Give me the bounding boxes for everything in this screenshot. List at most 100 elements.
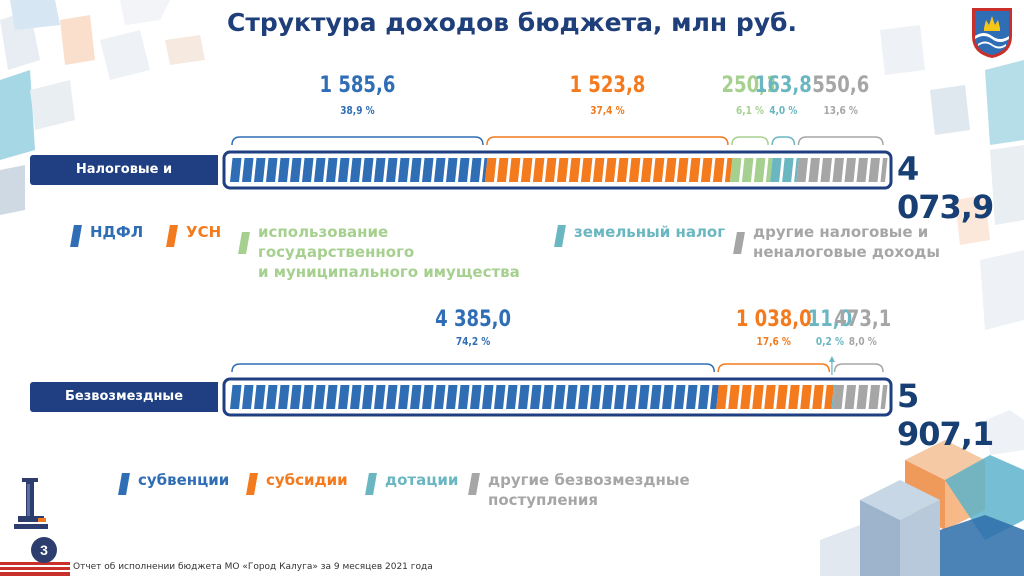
bar-stripe: [326, 385, 338, 409]
bar-stripe: [350, 385, 362, 409]
bar-stripe: [362, 158, 374, 182]
bar-stripe: [844, 158, 856, 182]
bar-stripe: [434, 385, 446, 409]
bar-stripe: [484, 158, 497, 182]
bar-stripe: [753, 158, 766, 182]
bar-stripe: [556, 158, 569, 182]
bar-stripe: [446, 385, 458, 409]
bar-stripe: [578, 385, 590, 409]
bar-stripe: [266, 158, 278, 182]
bar-stripe: [856, 385, 869, 409]
bar-stripe: [230, 158, 242, 182]
segment-value-label: 4 385,0: [435, 305, 511, 331]
bar-stripe: [832, 158, 844, 182]
bar-stripe: [434, 158, 446, 182]
legend-label: использование государственного и муниципа…: [258, 222, 540, 282]
bar-stripe: [868, 385, 881, 409]
bar-stripe: [326, 158, 338, 182]
legend-label-line: НДФЛ: [90, 223, 144, 241]
bar-stripe: [782, 158, 794, 182]
bar-stripe: [506, 385, 518, 409]
legend-swatch: [70, 225, 82, 247]
bar-stripe: [302, 158, 314, 182]
legend-label-line: другие безвозмездные поступления: [488, 471, 690, 509]
bar-stripe: [520, 158, 533, 182]
bar-stripe: [554, 385, 566, 409]
bar-stripe: [544, 158, 557, 182]
bar-stripe: [290, 158, 302, 182]
bar-stripe: [614, 385, 626, 409]
bar-stripe: [688, 158, 701, 182]
segment-value-label: 1 038,0: [736, 305, 812, 331]
segment-pct-label: 4,0 %: [769, 105, 797, 117]
bar-stripe: [458, 158, 470, 182]
bar-stripe: [338, 158, 350, 182]
segment-pct-label: 6,1 %: [736, 105, 764, 117]
city-crest-icon: [972, 8, 1012, 58]
bar-stripe: [729, 158, 742, 182]
bar-stripe: [266, 385, 278, 409]
bar-stripe: [832, 385, 845, 409]
bar-stripe: [254, 385, 266, 409]
bar-stripe: [674, 385, 686, 409]
bar-stripe: [638, 385, 650, 409]
segment-value-label: 250,1: [722, 71, 779, 97]
bar-stripe: [710, 385, 719, 409]
bar-stripe: [590, 385, 602, 409]
bar-stripe: [314, 385, 326, 409]
bar-stripe: [508, 158, 521, 182]
bar-stripe: [664, 158, 677, 182]
bar-stripe: [254, 158, 266, 182]
legend-label-line: использование государственного: [258, 223, 415, 261]
bar-stripe: [770, 158, 782, 182]
bar-stripe: [764, 385, 776, 409]
bar-stripe: [398, 385, 410, 409]
legend-swatch: [733, 232, 745, 254]
bar-stripe: [530, 385, 542, 409]
legend-swatch: [166, 225, 178, 247]
bar-segment-3: [729, 158, 773, 182]
bar-stripe: [844, 385, 857, 409]
row-label: Налоговые и неналоговые: [30, 155, 218, 207]
segment-brace: [771, 136, 796, 146]
legend-swatch: [365, 473, 377, 495]
legend-label: НДФЛ: [90, 222, 143, 242]
bar-stripe: [640, 158, 653, 182]
bar-stripe: [794, 158, 799, 182]
legend-swatch: [554, 225, 566, 247]
legend-label: дотации: [385, 470, 458, 490]
bar-stripe: [820, 158, 832, 182]
legend-label-line: дотации: [385, 471, 459, 489]
segment-pct-label: 17,6 %: [757, 336, 791, 348]
bar-stripe: [568, 158, 581, 182]
bar-stripe: [880, 158, 888, 182]
bar-stripe: [712, 158, 725, 182]
bar-stripe: [290, 385, 302, 409]
bar-stripe: [800, 385, 812, 409]
bar-stripe: [470, 385, 482, 409]
bar-segment-4: [832, 385, 888, 409]
bar-stripe: [740, 385, 752, 409]
bar-stripe: [604, 158, 617, 182]
bar-stripe: [728, 385, 740, 409]
legend-label-line: неналоговые доходы: [753, 243, 940, 261]
segment-brace: [486, 136, 729, 146]
segment-pct-label: 8,0 %: [849, 336, 877, 348]
bar-stripe: [566, 385, 578, 409]
bar-stripe: [788, 385, 800, 409]
legend-item: субвенции: [118, 470, 240, 495]
legend-label-line: субсидии: [266, 471, 348, 489]
legend-item: другие безвозмездные поступления: [468, 470, 800, 510]
bar-segment-4: [770, 158, 799, 182]
legend-item: НДФЛ: [70, 222, 162, 247]
bar-stripe: [580, 158, 593, 182]
legend-item: субсидии: [246, 470, 358, 495]
bar-segment-1: [230, 158, 488, 182]
legend-label: другие безвозмездные поступления: [488, 470, 800, 510]
segment-brace: [717, 363, 831, 373]
segment-pct-label: 37,4 %: [590, 105, 624, 117]
legend-swatch: [468, 473, 480, 495]
page-title: Структура доходов бюджета, млн руб.: [226, 8, 798, 37]
bar-stripe: [230, 385, 242, 409]
